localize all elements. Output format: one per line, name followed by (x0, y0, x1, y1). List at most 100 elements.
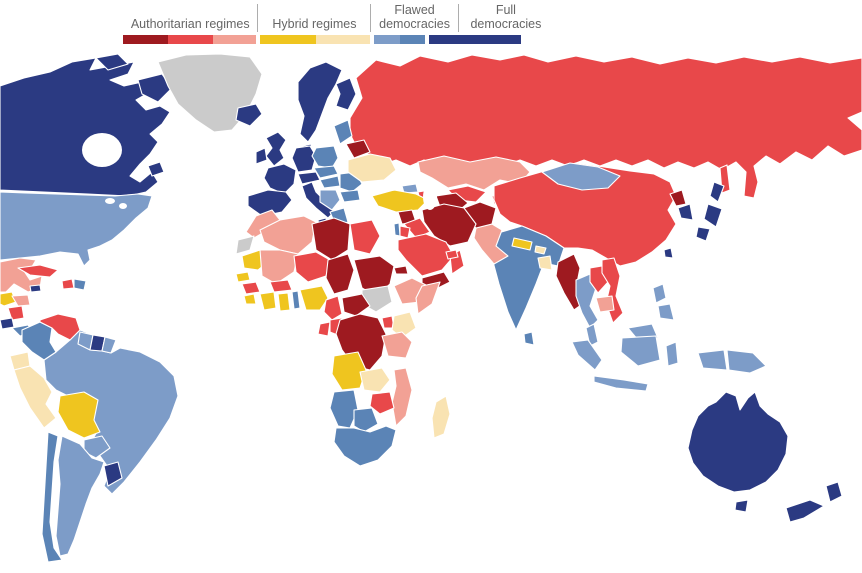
region-japan (703, 203, 723, 228)
region-jamaica (29, 284, 42, 293)
region-philippines (652, 283, 667, 304)
region-taiwan (663, 247, 674, 259)
region-indonesia (620, 335, 661, 367)
region-uk (265, 131, 287, 167)
legend-separator (257, 4, 259, 32)
legend-label-flawed: Flawed democracies (379, 3, 451, 31)
region-iberia (247, 189, 293, 217)
region-czechoslovakia (313, 165, 339, 179)
region-indonesia (571, 339, 603, 371)
region-chad (325, 253, 355, 295)
region-nigeria (299, 285, 329, 311)
region-arctic-islands (95, 53, 129, 71)
region-bulgaria (339, 189, 361, 203)
region-france (263, 163, 297, 195)
region-balkans (319, 189, 341, 211)
region-frguiana (101, 336, 117, 354)
region-australia (687, 391, 789, 493)
region-ghana (277, 292, 291, 312)
region-niger (293, 251, 331, 283)
legend-swatch-authoritarian-2 (168, 35, 213, 44)
legend-label-full: Full democracies (470, 3, 542, 31)
region-turkey (371, 189, 429, 213)
legend-swatch-authoritarian-1 (123, 35, 168, 44)
legend-swatch-full-1 (429, 35, 521, 44)
region-germany (291, 145, 317, 173)
region-ireland (255, 147, 268, 165)
region-mozambique (391, 367, 413, 427)
legend-band-full (429, 35, 521, 44)
region-mali (259, 249, 299, 285)
region-ivorycoast (259, 291, 277, 311)
region-cambodia (595, 295, 615, 313)
region-guinea (241, 281, 261, 295)
region-algeria (259, 215, 317, 255)
region-nepal (511, 237, 533, 251)
region-cameroon (323, 295, 343, 321)
region-scandinavia (297, 61, 343, 143)
region-iceland (235, 103, 263, 127)
region-nicaragua (7, 305, 25, 321)
region-japan (695, 226, 711, 242)
region-botswana (353, 407, 379, 433)
legend-swatch-flawed-2 (400, 35, 425, 44)
legend-swatch-hybrid-2 (316, 35, 370, 44)
legend-band-hybrid (260, 35, 370, 44)
region-egypt (349, 219, 381, 255)
region-uae (445, 249, 459, 260)
region-somalia (415, 281, 441, 315)
region-burkina (269, 279, 293, 293)
hudson-bay (82, 133, 122, 167)
region-argentina (55, 435, 105, 557)
region-indonesia (593, 375, 649, 392)
region-uruguay (103, 461, 123, 487)
region-liberia (243, 293, 257, 305)
region-indonesia (665, 341, 679, 367)
region-baffin (137, 73, 173, 103)
region-car (341, 293, 371, 317)
region-poland (311, 145, 339, 169)
region-vietnam (601, 257, 624, 324)
region-mongolia (541, 162, 621, 191)
region-saudiarabia (397, 233, 455, 277)
region-sudan (353, 255, 395, 297)
legend-swatch-flawed-1 (374, 35, 400, 44)
region-zambia (359, 367, 391, 393)
region-greenland (157, 53, 263, 133)
region-png (726, 349, 767, 374)
legend-label-hybrid: Hybrid regimes (272, 17, 357, 31)
region-madagascar (431, 395, 451, 439)
black-sea (378, 181, 402, 191)
region-gabon (317, 321, 331, 337)
region-bangladesh (537, 255, 553, 271)
region-pakistan (473, 223, 509, 265)
region-bhutan (534, 245, 547, 255)
region-alpine (297, 171, 321, 185)
legend-separator (457, 4, 459, 32)
region-iran (421, 203, 477, 247)
region-iraq (403, 217, 431, 239)
legend-label-authoritarian: Authoritarian regimes (130, 17, 250, 31)
legend: Authoritarian regimes Hybrid regimes Fla… (123, 2, 553, 44)
region-baltics (333, 119, 353, 145)
region-wsahara (235, 235, 255, 255)
region-haiti (61, 278, 75, 290)
region-srilanka (523, 331, 535, 346)
caspian-sea (423, 184, 437, 210)
region-jordan (399, 225, 411, 239)
region-bolivia (57, 391, 101, 439)
region-tanzania (381, 331, 413, 359)
region-tasmania (734, 499, 749, 513)
region-southkorea (677, 203, 694, 221)
region-newzealand (825, 481, 843, 503)
legend-color-bar (123, 35, 553, 44)
region-newfoundland (147, 161, 165, 177)
region-philippines (657, 303, 675, 321)
region-costarica (0, 317, 15, 330)
region-ukraine (347, 153, 397, 183)
region-kenya (391, 311, 417, 339)
great-lake (119, 203, 127, 209)
legend-labels-row: Authoritarian regimes Hybrid regimes Fla… (123, 2, 553, 34)
